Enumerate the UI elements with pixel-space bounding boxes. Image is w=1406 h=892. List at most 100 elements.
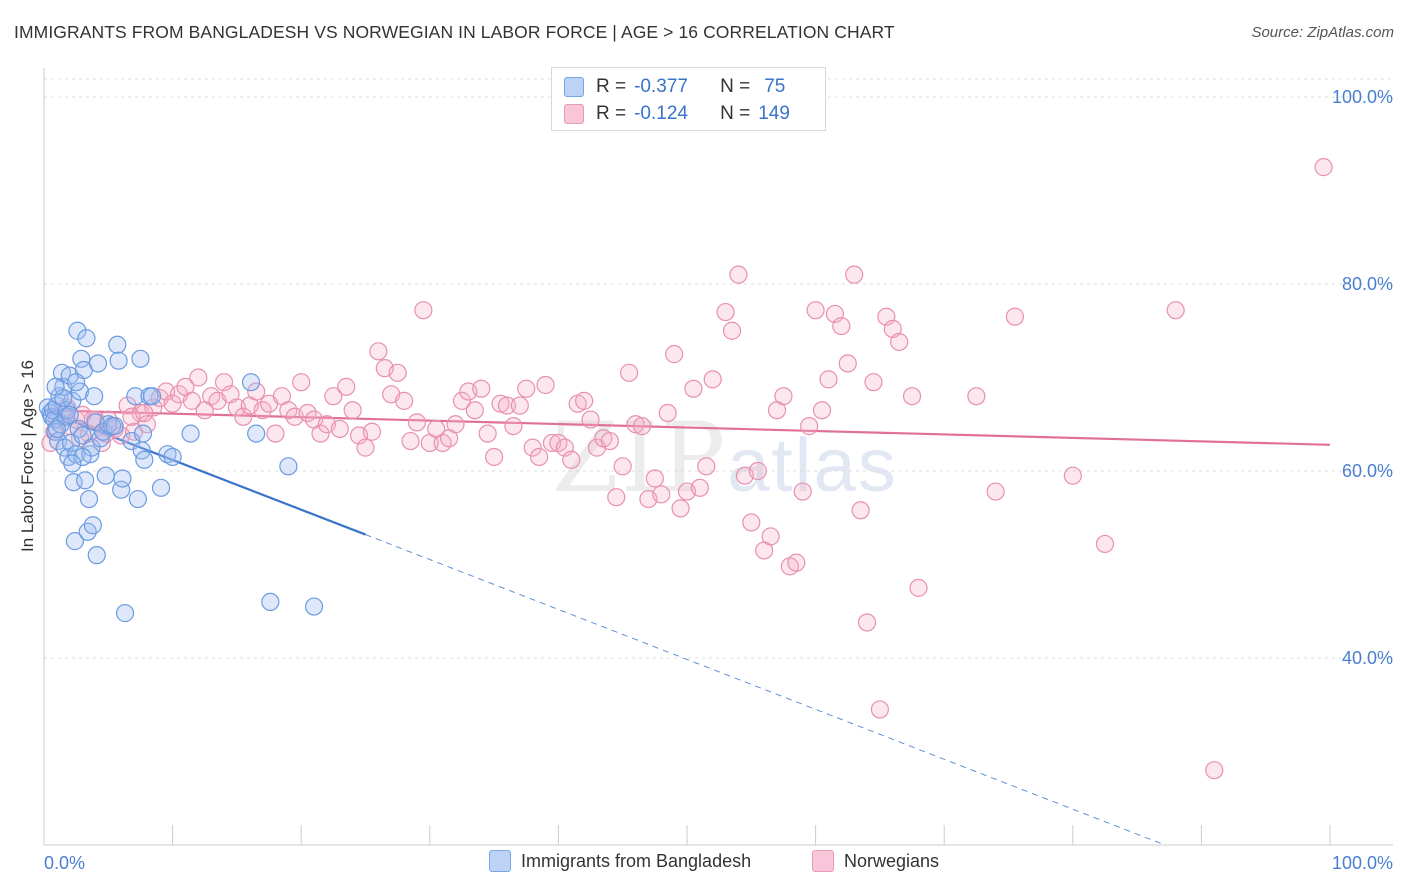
- legend-n-value: 149: [758, 103, 790, 124]
- data-point-bangladesh: [131, 349, 150, 368]
- data-point-bangladesh: [63, 454, 82, 473]
- legend-n-value: 75: [764, 76, 786, 97]
- data-point-norwegians: [1095, 534, 1115, 554]
- data-point-norwegians: [774, 387, 793, 406]
- data-point-norwegians: [748, 461, 767, 481]
- data-point-bangladesh: [135, 450, 154, 469]
- data-point-norwegians: [613, 457, 632, 476]
- legend-n-label: N =: [720, 76, 751, 97]
- data-point-norwegians: [356, 438, 375, 457]
- data-point-bangladesh: [133, 424, 153, 443]
- data-point-bangladesh: [46, 377, 65, 396]
- data-point-norwegians: [1005, 307, 1025, 326]
- data-point-norwegians: [600, 431, 619, 451]
- data-point-norwegians: [472, 379, 491, 398]
- data-point-norwegians: [671, 499, 690, 518]
- data-point-norwegians: [221, 385, 240, 404]
- data-point-bangladesh: [151, 478, 171, 497]
- data-point-bangladesh: [181, 424, 200, 443]
- data-point-bangladesh: [279, 457, 298, 476]
- data-point-norwegians: [890, 332, 909, 352]
- data-point-bangladesh: [65, 532, 84, 551]
- legend-r-label: R =: [596, 76, 627, 97]
- data-point-bangladesh: [76, 471, 95, 490]
- data-point-norwegians: [806, 301, 825, 320]
- data-point-norwegians: [562, 450, 581, 469]
- data-point-norwegians: [337, 377, 356, 396]
- data-point-norwegians: [722, 321, 742, 340]
- data-point-norwegians: [452, 391, 472, 410]
- data-point-norwegians: [135, 403, 154, 423]
- data-point-norwegians: [697, 457, 716, 476]
- data-point-bangladesh: [77, 329, 96, 348]
- bangladesh-points: [38, 321, 324, 623]
- data-point-norwegians: [279, 401, 298, 420]
- data-point-norwegians: [504, 417, 523, 436]
- data-point-norwegians: [581, 410, 600, 429]
- data-point-norwegians: [716, 302, 735, 322]
- data-point-bangladesh: [115, 604, 135, 623]
- bottom-legend-label: Immigrants from Bangladesh: [521, 850, 752, 871]
- data-point-bangladesh: [70, 382, 90, 401]
- data-point-bangladesh: [72, 349, 91, 368]
- data-point-bangladesh: [67, 373, 86, 392]
- norwegians-points: [41, 158, 1333, 780]
- data-point-norwegians: [902, 387, 922, 406]
- data-point-norwegians: [703, 370, 722, 389]
- data-point-bangladesh: [88, 354, 108, 373]
- data-point-norwegians: [407, 413, 427, 432]
- legend-n-label: N =: [720, 103, 751, 124]
- trend-line-bangladesh-extension: [365, 534, 1166, 846]
- y-axis-label: In Labor Force | Age > 16: [18, 360, 37, 552]
- data-point-norwegians: [497, 396, 517, 415]
- grid: [44, 78, 1393, 659]
- data-point-norwegians: [343, 401, 362, 420]
- y-tick-labels: 40.0% 60.0% 80.0% 100.0%: [1332, 87, 1393, 668]
- data-point-norwegians: [234, 407, 253, 426]
- data-point-bangladesh: [142, 387, 162, 406]
- data-point-norwegians: [1166, 301, 1185, 320]
- data-point-norwegians: [536, 375, 555, 395]
- data-point-norwegians: [800, 417, 819, 436]
- data-point-bangladesh: [108, 335, 127, 354]
- legend: R = -0.377 N = 75 R = -0.124 N = 149: [551, 67, 826, 131]
- bottom-legend-label: Norwegians: [844, 850, 940, 871]
- data-point-norwegians: [729, 265, 748, 284]
- x-tick-label: 0.0%: [44, 853, 85, 873]
- data-point-norwegians: [465, 401, 484, 420]
- legend-row-bangladesh: R = -0.377 N = 75: [564, 74, 785, 100]
- bottom-legend-swatch-blue: [489, 850, 511, 872]
- data-point-norwegians: [1314, 158, 1333, 177]
- data-point-norwegians: [845, 265, 864, 284]
- data-point-norwegians: [394, 391, 414, 410]
- y-tick-label: 60.0%: [1342, 461, 1393, 481]
- legend-r-label: R =: [596, 103, 627, 124]
- x-tick-labels: 0.0% 100.0%: [44, 853, 1393, 873]
- data-point-norwegians: [870, 700, 890, 719]
- data-point-norwegians: [401, 431, 420, 451]
- data-point-norwegians: [832, 316, 851, 336]
- data-point-norwegians: [787, 553, 806, 572]
- legend-swatch-pink: [564, 104, 584, 124]
- data-point-norwegians: [626, 415, 645, 434]
- data-point-norwegians: [838, 354, 857, 373]
- data-point-norwegians: [742, 513, 761, 532]
- data-point-norwegians: [620, 363, 639, 382]
- data-point-norwegians: [761, 527, 780, 546]
- data-point-bangladesh: [113, 469, 132, 488]
- data-point-norwegians: [607, 488, 626, 507]
- data-point-bangladesh: [158, 445, 177, 464]
- x-tick-label: 100.0%: [1332, 853, 1393, 873]
- data-point-norwegians: [388, 363, 407, 382]
- data-point-norwegians: [324, 387, 343, 406]
- data-point-norwegians: [967, 387, 986, 406]
- data-point-bangladesh: [79, 489, 99, 509]
- data-point-norwegians: [414, 301, 433, 320]
- data-point-norwegians: [575, 391, 594, 410]
- data-point-norwegians: [632, 417, 652, 436]
- legend-r-value: -0.124: [634, 103, 688, 124]
- legend-row-norwegians: R = -0.124 N = 149: [564, 101, 790, 127]
- data-point-bangladesh: [73, 426, 92, 445]
- data-point-norwegians: [652, 485, 671, 504]
